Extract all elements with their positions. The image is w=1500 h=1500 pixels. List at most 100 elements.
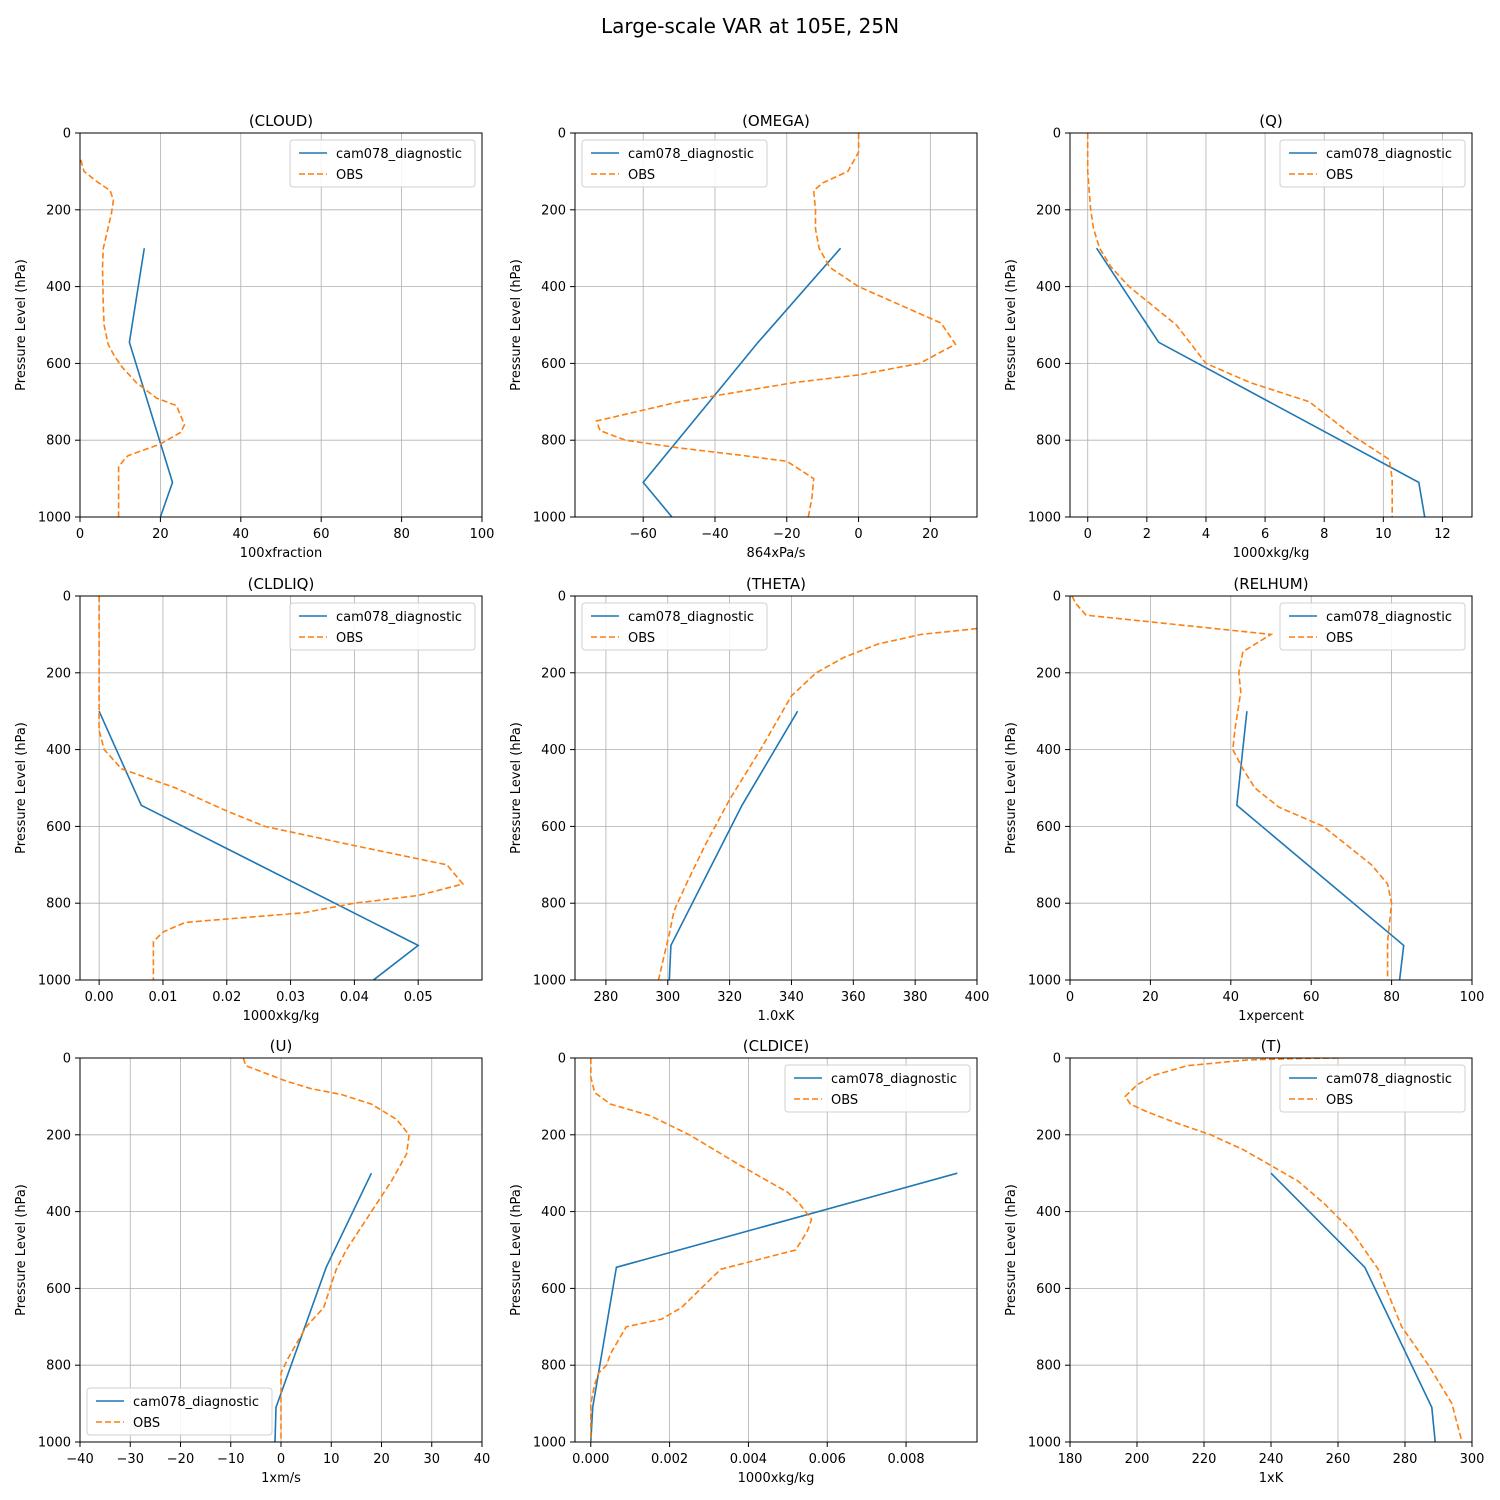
x-tick-label: −40 — [701, 527, 728, 542]
y-tick-label: 800 — [541, 1359, 566, 1374]
x-tick-label: 40 — [233, 527, 250, 542]
y-axis-label: Pressure Level (hPa) — [509, 259, 524, 391]
x-tick-label: 0.01 — [148, 990, 177, 1005]
x-tick-label: 2 — [1143, 527, 1151, 542]
y-axis-label: Pressure Level (hPa) — [14, 1184, 29, 1316]
y-tick-label: 1000 — [533, 1436, 566, 1451]
series-line-obs — [1071, 596, 1393, 980]
x-axis-label: 1000xkg/kg — [243, 1009, 320, 1024]
x-tick-label: 20 — [1142, 990, 1159, 1005]
y-tick-label: 400 — [1036, 280, 1061, 295]
x-tick-label: 80 — [1383, 990, 1400, 1005]
x-tick-label: 340 — [779, 990, 804, 1005]
x-tick-label: 300 — [1460, 1452, 1485, 1467]
x-axis-label: 1000xkg/kg — [738, 1471, 815, 1486]
subplot-title: (OMEGA) — [742, 112, 810, 130]
x-tick-label: −40 — [66, 1452, 93, 1467]
x-tick-label: 40 — [474, 1452, 491, 1467]
x-tick-label: 0 — [1084, 527, 1092, 542]
subplot-title: (THETA) — [746, 575, 806, 593]
y-tick-label: 0 — [63, 127, 71, 142]
axes-frame — [79, 595, 483, 981]
y-tick-label: 0 — [1053, 590, 1061, 605]
legend-box — [289, 602, 476, 651]
y-tick-label: 1000 — [38, 511, 71, 526]
legend: cam078_diagnostic OBS — [289, 602, 476, 651]
legend-box — [581, 139, 768, 188]
legend-label: OBS — [133, 1416, 160, 1431]
y-tick-label: 600 — [46, 1282, 71, 1297]
legend-label: OBS — [336, 168, 363, 183]
x-tick-label: 20 — [373, 1452, 390, 1467]
subplot-cldliq: 0.00 0.01 0.02 0.03 0.04 0.05 0 200 400 600 800 100… — [14, 575, 483, 1024]
x-tick-label: 0.008 — [887, 1452, 924, 1467]
x-tick-label: 200 — [1125, 1452, 1150, 1467]
y-tick-label: 200 — [1036, 203, 1061, 218]
y-tick-label: 400 — [541, 743, 566, 758]
y-tick-label: 0 — [1053, 1052, 1061, 1067]
legend-label: cam078_diagnostic — [628, 147, 754, 162]
subplot-omega: −60 −40 −20 0 2002004006008001000(OMEGA)864x… — [509, 112, 978, 561]
series-line-model — [1270, 1172, 1436, 1442]
subplot-t: 180 200 220 240 260 280 300 0 200 400 600 800 1000 (T… — [1004, 1037, 1484, 1486]
x-tick-label: 300 — [655, 990, 680, 1005]
y-tick-label: 1000 — [533, 511, 566, 526]
y-tick-label: 0 — [63, 590, 71, 605]
x-tick-label: 30 — [423, 1452, 440, 1467]
y-tick-label: 600 — [46, 357, 71, 372]
legend-box — [581, 602, 768, 651]
y-tick-label: 600 — [1036, 1282, 1061, 1297]
x-tick-label: 12 — [1434, 527, 1451, 542]
y-tick-label: 400 — [46, 743, 71, 758]
series-line-obs — [1124, 1058, 1463, 1442]
series-line-obs — [589, 1058, 813, 1442]
x-tick-label: 380 — [903, 990, 928, 1005]
y-axis-label: Pressure Level (hPa) — [1004, 1184, 1019, 1316]
y-tick-label: 600 — [1036, 820, 1061, 835]
axes-frame — [79, 132, 483, 518]
y-axis-label: Pressure Level (hPa) — [14, 259, 29, 391]
subplot-cloud: 0 20 40 60 80 10002004006008001000(CLOUD)100x… — [14, 112, 494, 561]
y-tick-label: 600 — [541, 820, 566, 835]
legend-label: OBS — [1326, 168, 1353, 183]
x-tick-label: 400 — [965, 990, 990, 1005]
figure-title: Large-scale VAR at 105E, 25N — [600, 14, 900, 38]
series-line-model — [668, 710, 799, 980]
x-tick-label: 0.000 — [572, 1452, 609, 1467]
axes-frame — [574, 595, 978, 981]
y-tick-label: 0 — [558, 127, 566, 142]
x-tick-label: 60 — [1303, 990, 1320, 1005]
legend-label: OBS — [336, 631, 363, 646]
x-tick-label: 100 — [470, 527, 495, 542]
x-tick-label: 4 — [1202, 527, 1210, 542]
y-axis-label: Pressure Level (hPa) — [14, 722, 29, 854]
x-tick-label: −60 — [629, 527, 656, 542]
y-tick-label: 600 — [541, 357, 566, 372]
x-tick-label: 360 — [841, 990, 866, 1005]
legend-label: cam078_diagnostic — [336, 610, 462, 625]
x-tick-label: 0.05 — [404, 990, 433, 1005]
y-tick-label: 600 — [1036, 357, 1061, 372]
subplot-title: (U) — [270, 1037, 293, 1055]
legend: cam078_diagnostic OBS — [581, 602, 768, 651]
series-line-model — [274, 1172, 373, 1442]
y-tick-label: 200 — [1036, 666, 1061, 681]
series-line-obs — [595, 133, 957, 517]
x-axis-label: 1xpercent — [1238, 1009, 1304, 1024]
legend-label: cam078_diagnostic — [133, 1395, 259, 1410]
y-tick-label: 200 — [541, 203, 566, 218]
legend: cam078_diagnostic OBS — [1279, 139, 1466, 188]
subplot-cldice: 0.000 0.002 0.004 0.006 0.008 0 200 400 600 800 10… — [509, 1037, 978, 1486]
y-tick-label: 400 — [541, 1205, 566, 1220]
x-tick-label: 10 — [323, 1452, 340, 1467]
y-tick-label: 200 — [541, 666, 566, 681]
series-line-model — [1235, 711, 1405, 980]
x-tick-label: 0 — [277, 1452, 285, 1467]
series-line-model — [128, 248, 174, 517]
legend: cam078_diagnostic OBS — [581, 139, 768, 188]
series-line-model — [590, 1172, 958, 1442]
axes-frame — [574, 132, 978, 518]
legend-label: cam078_diagnostic — [1326, 610, 1452, 625]
x-tick-label: 0 — [1066, 990, 1074, 1005]
legend-label: OBS — [628, 631, 655, 646]
